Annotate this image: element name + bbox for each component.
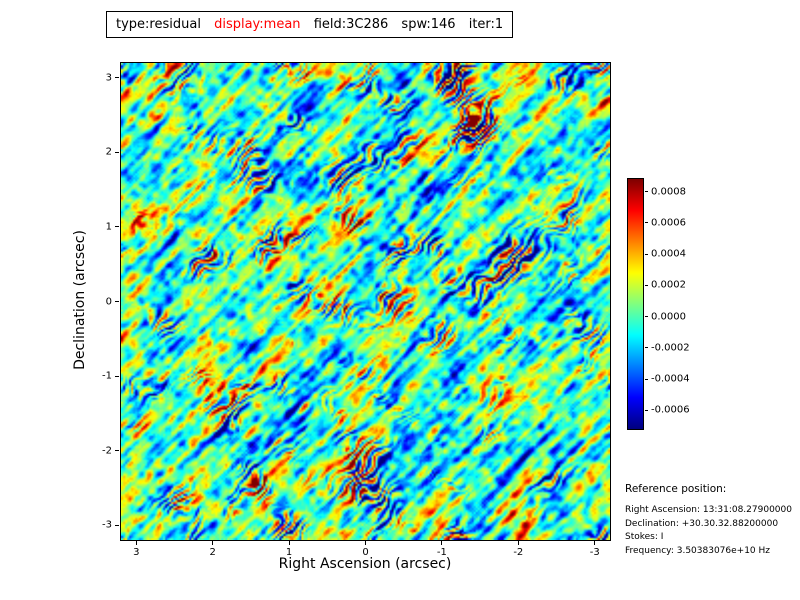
y-tick-mark [115,151,119,153]
colorbar-tick-label: 0.0004 [651,248,686,260]
colorbar-tick-mark [645,347,648,349]
y-tick-mark [115,226,119,228]
reference-right-ascension: Right Ascension: 13:31:08.27900000 [625,505,792,515]
image-plot-area [120,62,611,541]
colorbar-frame [627,178,644,430]
colorbar-tick-mark [645,378,648,380]
x-tick-mark [365,541,366,545]
colorbar-tick-mark [645,409,648,411]
colorbar-tick-mark [645,284,648,286]
x-tick-label: -3 [589,547,600,558]
title-part-field: field:3C286 [313,17,389,32]
reference-frequency: Frequency: 3.50383076e+10 Hz [625,545,771,556]
x-axis-label: Right Ascension (arcsec) [278,556,452,572]
x-tick-mark [517,541,519,545]
y-tick-label: 1 [105,221,112,233]
colorbar-tick-mark [645,222,648,224]
y-tick-label: 3 [105,72,112,84]
reference-declination: Declination: +30.30.32.88200000 [625,518,779,529]
title-part-display: display:mean [214,17,301,32]
title-part-iter: iter:1 [468,17,504,32]
x-tick-mark [594,541,596,545]
title-part-type: type:residual [116,17,201,32]
y-tick-mark [115,524,119,526]
colorbar-tick-mark [645,253,648,255]
colorbar-tick-label: -0.0004 [651,373,690,385]
x-tick-mark [135,541,137,545]
x-tick-label: 0 [362,547,369,558]
residual-heatmap-canvas [121,63,610,540]
reference-stokes: Stokes: I [625,532,664,542]
title-part-spw: spw:146 [401,17,456,32]
x-tick-label: 1 [285,547,293,558]
colorbar-tick-label: -0.0006 [651,404,690,416]
y-tick-mark [115,450,119,452]
y-tick-mark [115,301,119,302]
y-tick-label: 2 [105,146,112,158]
colorbar-tick-label: 0.0000 [651,311,686,322]
reference-heading: Reference position: [625,483,727,495]
y-tick-label: -1 [102,370,112,382]
x-tick-mark [441,541,443,545]
colorbar-tick-mark [645,191,648,192]
reference-position-block: Reference position: Right Ascension: 13:… [625,483,792,558]
y-tick-label: -3 [102,519,112,531]
y-tick-mark [115,77,119,79]
colorbar-tick-label: 0.0006 [651,217,686,229]
y-tick-label: 0 [105,296,112,307]
colorbar-gradient [628,179,643,429]
colorbar-tick-mark [645,316,648,317]
x-tick-label: -2 [513,547,524,558]
x-tick-mark [288,541,290,545]
colorbar-tick-label: 0.0008 [651,186,686,197]
x-tick-label: 2 [209,547,216,558]
plot-title-box: type:residual display:mean field:3C286 s… [106,11,514,38]
x-tick-mark [212,541,214,545]
colorbar-tick-label: 0.0002 [651,279,686,291]
colorbar-tick-label: -0.0002 [651,342,690,354]
y-tick-mark [115,375,119,377]
y-tick-label: -2 [102,445,112,457]
x-tick-label: -1 [436,547,447,558]
x-tick-label: 3 [133,547,140,558]
